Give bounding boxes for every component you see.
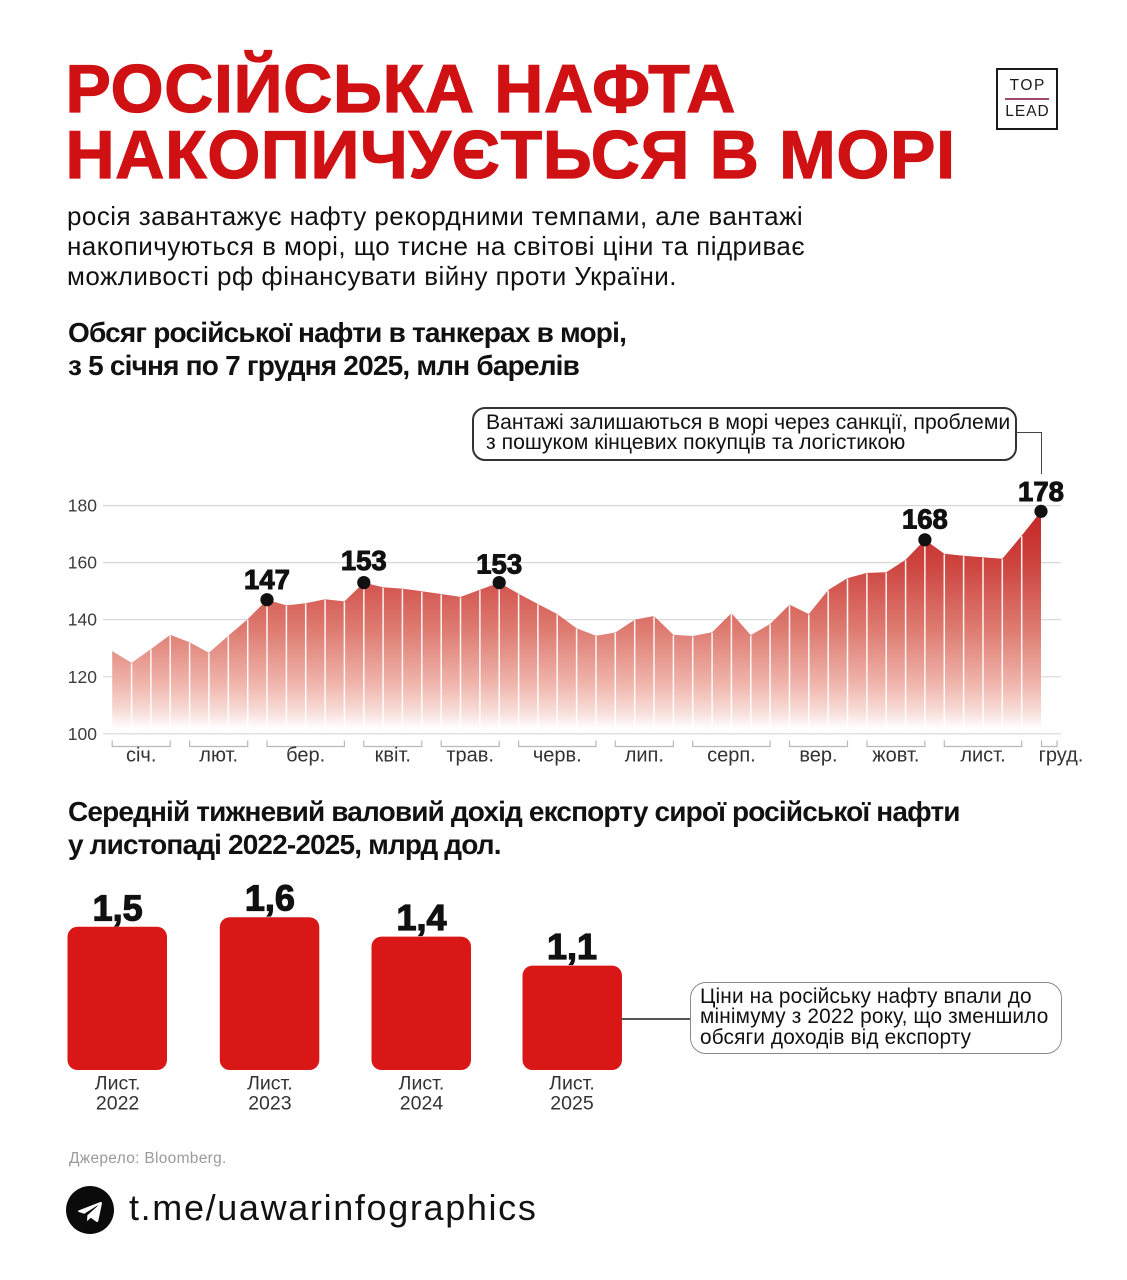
svg-text:квіт.: квіт. bbox=[375, 745, 411, 767]
svg-text:лип.: лип. bbox=[625, 745, 664, 767]
svg-text:2022: 2022 bbox=[96, 1093, 139, 1115]
svg-text:120: 120 bbox=[68, 667, 97, 687]
svg-text:черв.: черв. bbox=[533, 745, 582, 767]
svg-text:груд.: груд. bbox=[1039, 745, 1084, 767]
svg-text:2024: 2024 bbox=[400, 1093, 444, 1115]
svg-text:трав.: трав. bbox=[446, 745, 494, 767]
svg-text:лют.: лют. bbox=[199, 745, 238, 767]
svg-text:2025: 2025 bbox=[550, 1093, 594, 1115]
svg-text:147: 147 bbox=[244, 564, 290, 595]
svg-text:лист.: лист. bbox=[960, 745, 1005, 767]
svg-text:1,1: 1,1 bbox=[547, 926, 597, 967]
svg-text:серп.: серп. bbox=[707, 745, 756, 767]
svg-text:Лист.: Лист. bbox=[549, 1073, 595, 1095]
svg-text:Лист.: Лист. bbox=[247, 1073, 293, 1095]
svg-text:вер.: вер. bbox=[799, 745, 837, 767]
svg-text:січ.: січ. bbox=[126, 745, 156, 767]
svg-text:100: 100 bbox=[68, 724, 97, 744]
svg-text:168: 168 bbox=[902, 504, 948, 535]
svg-text:Лист.: Лист. bbox=[95, 1073, 141, 1095]
svg-text:140: 140 bbox=[68, 610, 97, 630]
svg-text:160: 160 bbox=[68, 553, 97, 573]
svg-text:180: 180 bbox=[68, 496, 97, 516]
svg-text:2023: 2023 bbox=[248, 1093, 291, 1115]
svg-text:жовт.: жовт. bbox=[872, 745, 919, 767]
svg-text:153: 153 bbox=[341, 545, 387, 576]
svg-text:1,4: 1,4 bbox=[396, 897, 446, 938]
svg-text:178: 178 bbox=[1018, 476, 1064, 507]
svg-text:153: 153 bbox=[476, 549, 522, 580]
svg-text:Лист.: Лист. bbox=[399, 1073, 445, 1095]
svg-text:1,6: 1,6 bbox=[245, 878, 295, 919]
svg-text:бер.: бер. bbox=[286, 745, 325, 767]
svg-text:1,5: 1,5 bbox=[93, 887, 143, 928]
